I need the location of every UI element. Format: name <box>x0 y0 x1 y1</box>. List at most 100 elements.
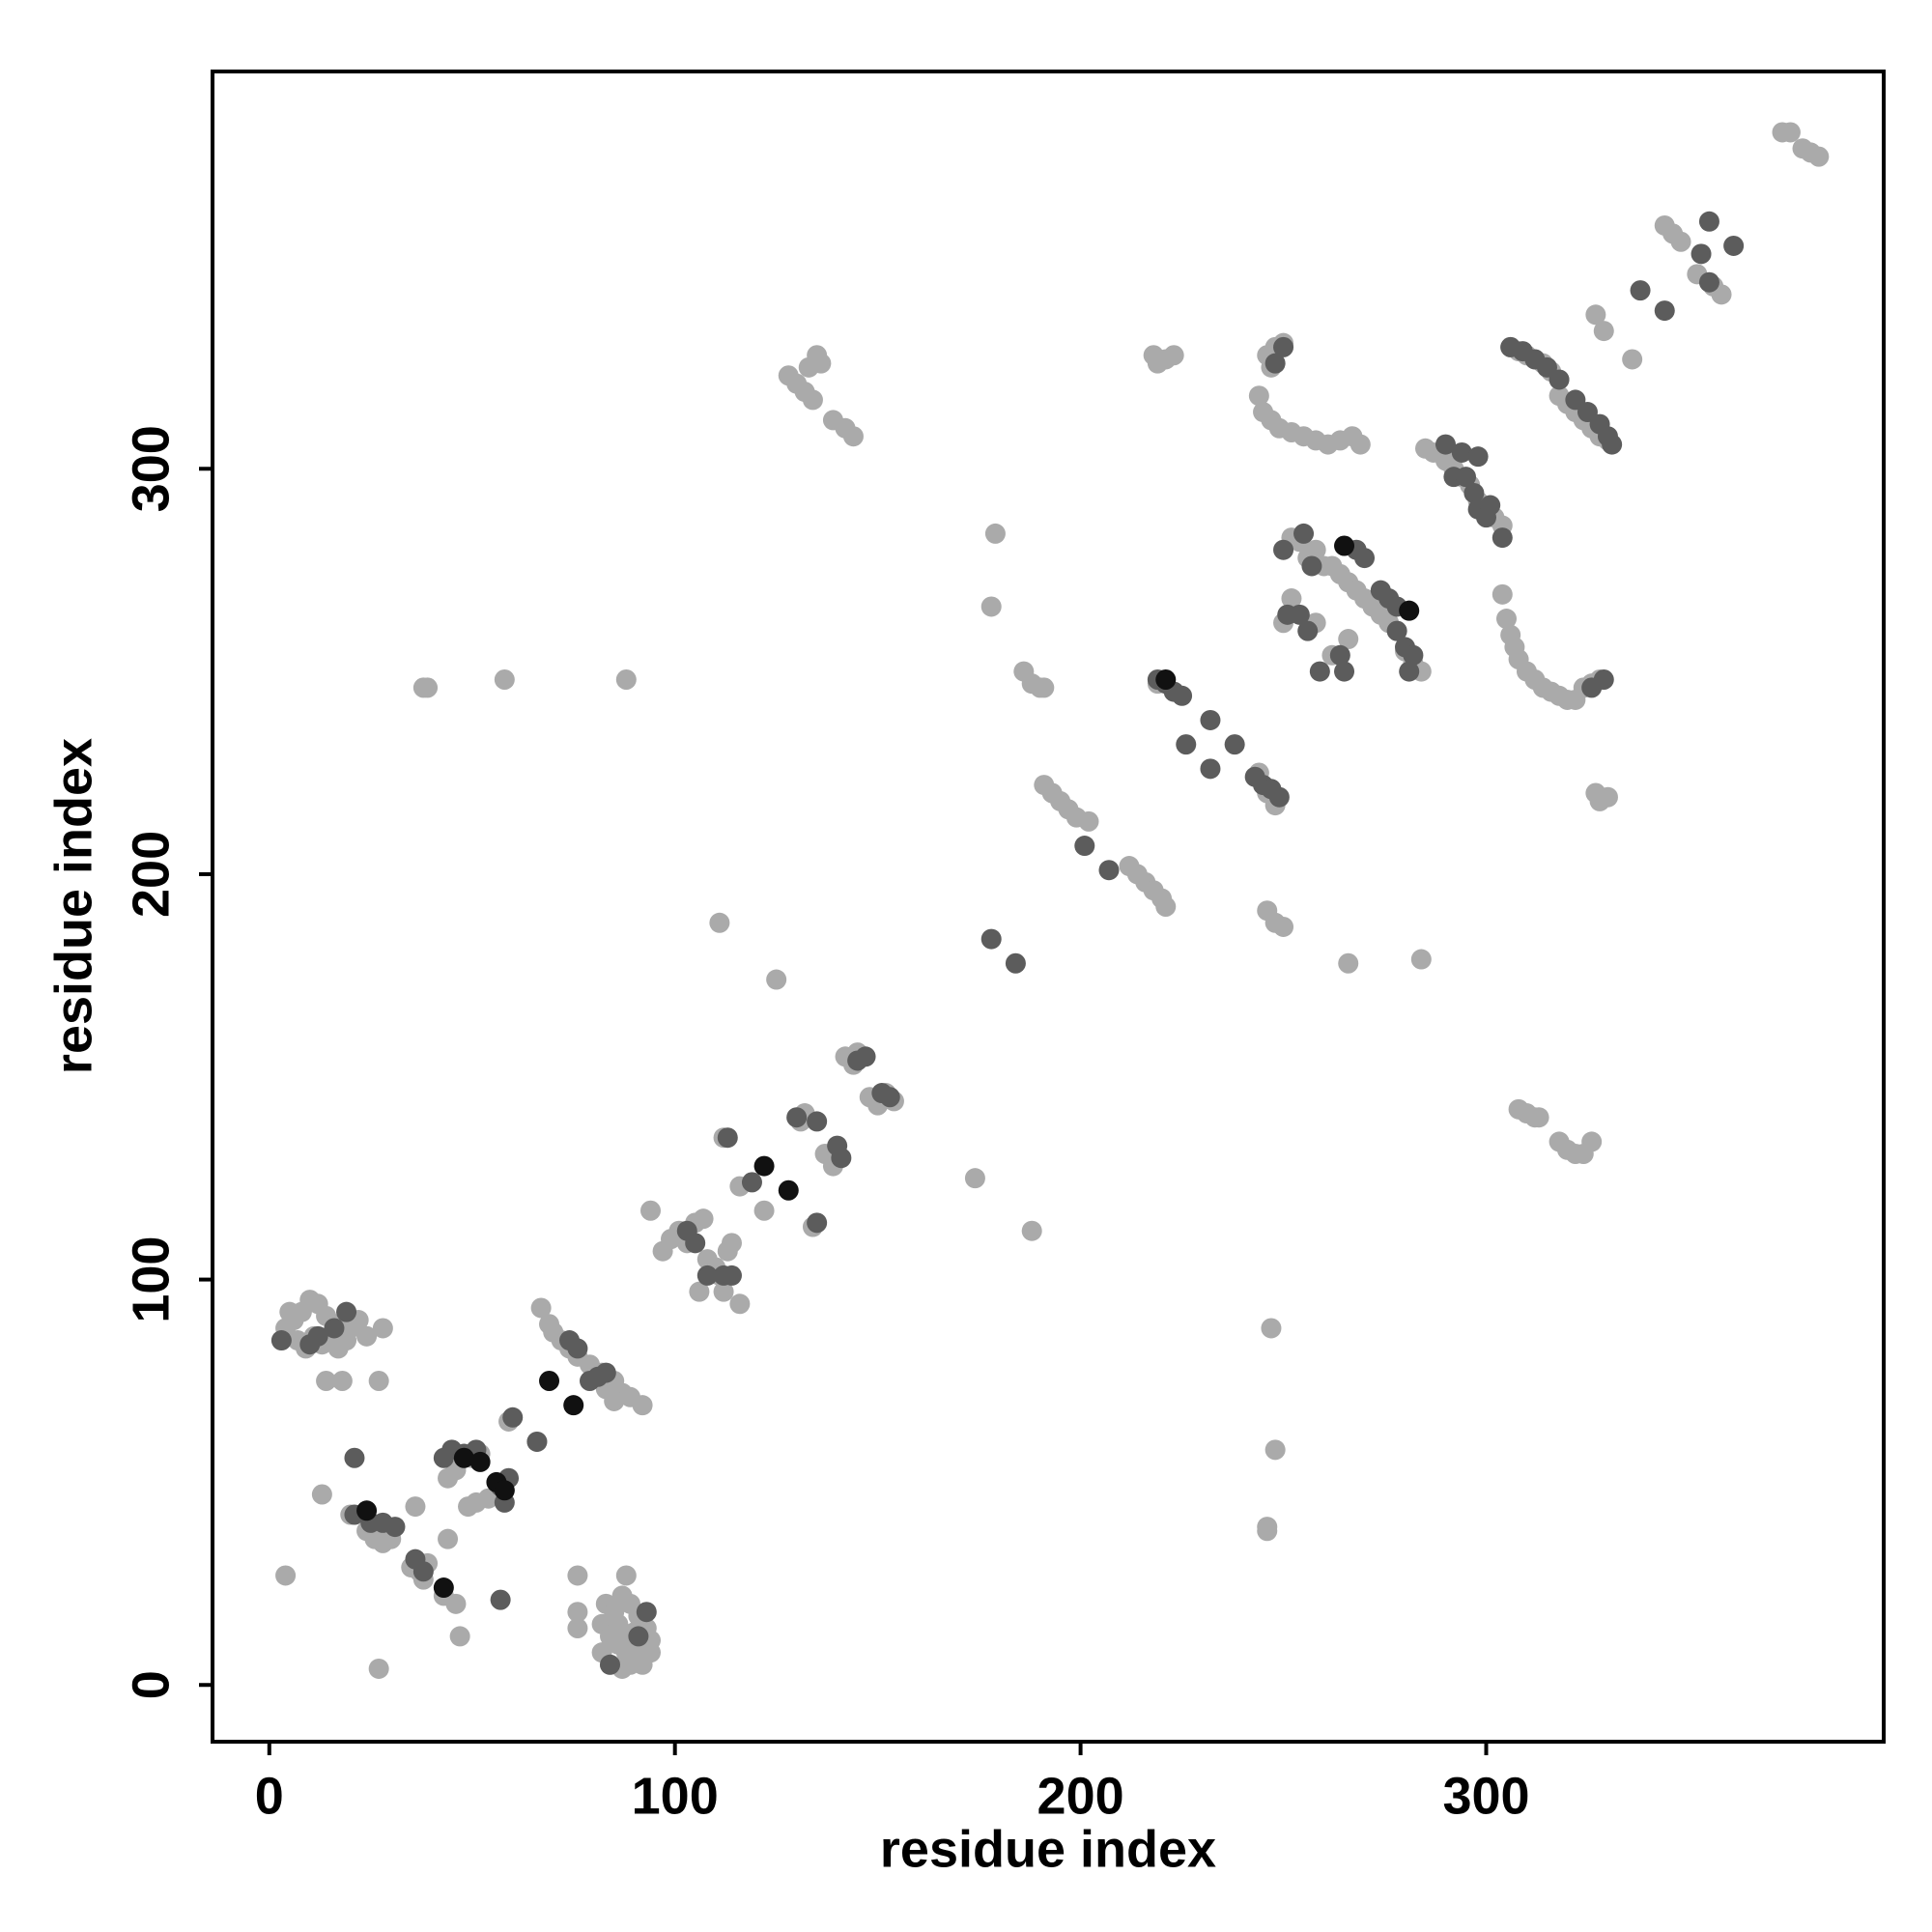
point <box>1329 644 1350 666</box>
point <box>778 1179 799 1201</box>
point <box>600 1654 621 1675</box>
y-tick-label: 200 <box>122 831 180 918</box>
point <box>1528 1107 1549 1128</box>
point <box>1155 668 1177 690</box>
point <box>964 1168 985 1189</box>
point <box>798 356 819 378</box>
point <box>1257 1520 1278 1542</box>
point <box>807 1212 828 1234</box>
point <box>1273 336 1294 357</box>
point <box>1410 949 1432 970</box>
point <box>336 1301 357 1322</box>
point <box>1698 271 1719 293</box>
point <box>1723 235 1745 256</box>
point <box>344 1447 365 1468</box>
point <box>331 1371 353 1392</box>
point <box>1399 600 1420 621</box>
point <box>1268 786 1290 808</box>
point <box>270 1330 292 1351</box>
x-tick-label: 100 <box>632 1767 719 1825</box>
point <box>636 1602 657 1623</box>
point <box>713 1281 734 1302</box>
point <box>1630 280 1651 301</box>
point <box>1463 482 1485 503</box>
point <box>311 1484 332 1505</box>
point <box>453 1447 474 1468</box>
x-tick-label: 300 <box>1442 1767 1529 1825</box>
point <box>693 1208 714 1230</box>
point <box>741 1172 762 1193</box>
point <box>1350 434 1371 455</box>
point <box>831 1148 852 1169</box>
point <box>1492 527 1513 549</box>
point <box>721 1264 742 1286</box>
point <box>567 1617 588 1638</box>
y-tick-label: 300 <box>122 425 180 512</box>
point <box>1297 620 1319 641</box>
point <box>539 1371 560 1392</box>
point <box>405 1496 426 1518</box>
point <box>753 1155 775 1177</box>
point <box>1261 1318 1282 1339</box>
point <box>980 596 1002 617</box>
point <box>689 1281 710 1302</box>
point <box>567 1602 588 1623</box>
plot-frame <box>211 70 1886 1744</box>
point <box>1354 548 1376 569</box>
point <box>530 1297 552 1319</box>
point <box>1293 523 1315 544</box>
x-tick-label: 0 <box>255 1767 284 1825</box>
point <box>615 1565 637 1586</box>
point <box>1289 604 1310 625</box>
point <box>324 1318 345 1339</box>
point <box>490 1589 511 1610</box>
point <box>879 1087 900 1108</box>
point <box>721 1233 742 1254</box>
point <box>1480 495 1501 516</box>
point <box>1581 1131 1603 1152</box>
point <box>433 1577 454 1599</box>
y-axis-label: residue index <box>44 738 102 1074</box>
point <box>1281 588 1302 610</box>
point <box>802 389 823 411</box>
point <box>1585 304 1606 326</box>
point <box>1593 321 1614 342</box>
point <box>1492 583 1513 605</box>
point <box>639 1642 661 1663</box>
point <box>729 1293 751 1315</box>
point <box>438 1528 459 1549</box>
point <box>1403 644 1424 666</box>
point <box>1176 734 1197 755</box>
point <box>1021 1220 1042 1241</box>
point <box>279 1301 300 1322</box>
point <box>1779 122 1801 143</box>
point <box>1200 758 1221 780</box>
point <box>502 1406 524 1428</box>
point <box>709 912 730 933</box>
point <box>526 1431 548 1452</box>
point <box>1334 661 1355 682</box>
y-tick-label: 100 <box>122 1236 180 1323</box>
point <box>1451 441 1472 463</box>
point <box>1808 146 1830 167</box>
point <box>1581 677 1603 698</box>
x-tick-label: 200 <box>1037 1767 1124 1825</box>
point <box>1670 231 1691 252</box>
point <box>412 1561 434 1582</box>
point <box>563 1395 584 1416</box>
point <box>1078 810 1099 832</box>
point <box>299 1334 321 1355</box>
point <box>1597 786 1618 808</box>
point <box>1386 620 1407 641</box>
point <box>628 1626 649 1647</box>
point <box>842 426 864 447</box>
point <box>753 1200 775 1221</box>
point <box>1456 467 1476 488</box>
point <box>595 1362 616 1383</box>
point <box>717 1127 738 1149</box>
point <box>1224 734 1245 755</box>
point <box>1200 709 1221 730</box>
point <box>1338 629 1359 650</box>
point <box>469 1451 491 1472</box>
